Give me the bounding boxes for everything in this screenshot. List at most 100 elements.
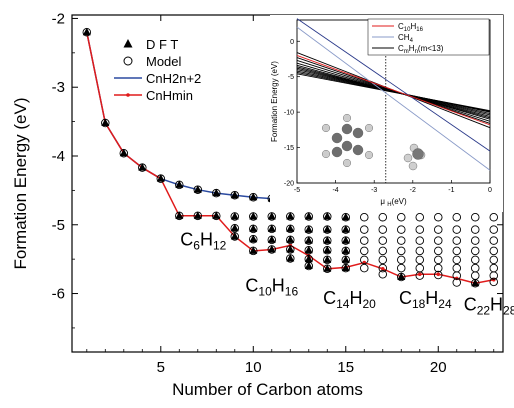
y-tick-label: -2 — [52, 10, 65, 27]
legend-label: CnHmin — [146, 88, 193, 103]
inset-line — [296, 55, 491, 126]
inset-x-title-unit: (eV) — [392, 197, 407, 206]
dft-point — [119, 148, 128, 157]
dft-point — [304, 236, 313, 244]
model-point — [415, 246, 425, 256]
model-point — [415, 271, 425, 280]
dft-point — [267, 235, 276, 243]
model-point — [471, 255, 480, 265]
dft-point — [175, 211, 184, 219]
inset-y-tick-label: -20 — [284, 181, 294, 188]
dft-point — [341, 212, 350, 221]
inset-x-tick-label: -1 — [448, 187, 454, 194]
dft-point — [341, 255, 350, 263]
model-point — [397, 263, 406, 273]
dft-point — [267, 224, 276, 232]
molecule-c-atom — [331, 132, 343, 144]
formula-h: H — [425, 288, 438, 308]
molecule-h-atom — [343, 158, 352, 167]
model-point — [489, 255, 499, 265]
model-point — [360, 255, 369, 265]
inset-legend-sub2: 16 — [416, 27, 423, 33]
model-point — [378, 236, 388, 245]
inset-x-tick-label: 0 — [488, 187, 492, 194]
model-point — [434, 255, 443, 265]
x-tick-label: 15 — [337, 359, 354, 376]
dft-point — [249, 212, 258, 220]
formula-c: C — [180, 229, 193, 249]
legend-marker-dft — [123, 39, 133, 48]
model-point — [489, 236, 499, 245]
model-point — [471, 236, 480, 245]
inset-legend-base: C — [398, 44, 404, 53]
ch4-h-atom — [403, 153, 413, 163]
inset-x-tick-label: -4 — [332, 187, 338, 194]
dft-point — [212, 211, 221, 219]
inset-y-tick-label: -15 — [284, 145, 294, 152]
inset-y-tick-label: -10 — [284, 110, 294, 117]
formula-h-sub: 20 — [362, 297, 376, 311]
formula-h-sub: 12 — [213, 238, 227, 252]
dft-point — [175, 180, 184, 188]
formula-h: H — [349, 288, 362, 308]
formula-h-sub: 24 — [438, 297, 452, 311]
dft-point — [341, 246, 350, 254]
model-point — [489, 277, 499, 287]
inset-x-tick-label: -5 — [294, 187, 300, 194]
dft-point — [286, 212, 295, 220]
dft-point — [230, 231, 239, 240]
formula-h-sub: 28 — [503, 304, 514, 318]
model-point — [489, 212, 499, 222]
model-point — [397, 225, 406, 234]
molecule-c-atom — [352, 144, 364, 156]
inset-plot-area: -5 -4 -3 -2 -1 00-5-10-15-20C10H16CH4CmHn(m<1… — [270, 15, 503, 212]
model-point — [434, 270, 443, 280]
dft-point — [101, 118, 110, 126]
y-tick-label: -4 — [52, 148, 65, 165]
dft-point — [286, 245, 295, 253]
dft-point — [323, 264, 332, 272]
inset-legend-label: CH4 — [398, 33, 414, 44]
dft-point — [193, 211, 202, 219]
model-point — [360, 246, 369, 256]
inset-legend-base2: H — [410, 22, 416, 31]
y-tick-label: -3 — [52, 79, 65, 96]
dft-point — [341, 236, 350, 244]
model-point — [471, 246, 480, 256]
molecule-c-atom — [331, 146, 343, 158]
formula-c-sub: 18 — [412, 297, 426, 311]
formula-label: C10H16 — [245, 275, 298, 298]
x-axis-title: Number of Carbon atoms — [172, 380, 363, 399]
inset-legend-sub: 4 — [410, 38, 414, 44]
legend-marker-model — [123, 56, 133, 66]
model-point — [452, 225, 462, 234]
inset-legend-label: C10H16 — [398, 22, 424, 33]
inset-legend-base: CH — [398, 33, 410, 42]
model-point — [489, 225, 499, 234]
model-point — [415, 212, 425, 222]
dft-point — [286, 253, 295, 262]
formula-label: C6H12 — [180, 229, 226, 252]
dft-point — [323, 236, 332, 244]
dft-point — [138, 163, 147, 171]
model-point — [378, 270, 388, 279]
dft-point — [323, 212, 332, 220]
formula-h: H — [490, 295, 503, 315]
formula-c: C — [245, 275, 258, 295]
legend-label: CnH2n+2 — [146, 71, 201, 86]
formula-label: C14H20 — [323, 288, 376, 311]
dft-point — [249, 224, 258, 232]
model-point — [378, 263, 388, 273]
inset-x-tick-label: -3 — [371, 187, 377, 194]
model-point — [378, 212, 388, 222]
inset-x-title-sub: H — [387, 202, 391, 208]
model-point — [489, 246, 499, 256]
molecule-h-atom — [322, 123, 331, 132]
model-point — [378, 255, 388, 265]
formula-h: H — [272, 275, 285, 295]
model-point — [397, 212, 406, 222]
formula-c: C — [323, 288, 336, 308]
dft-point — [304, 212, 313, 220]
